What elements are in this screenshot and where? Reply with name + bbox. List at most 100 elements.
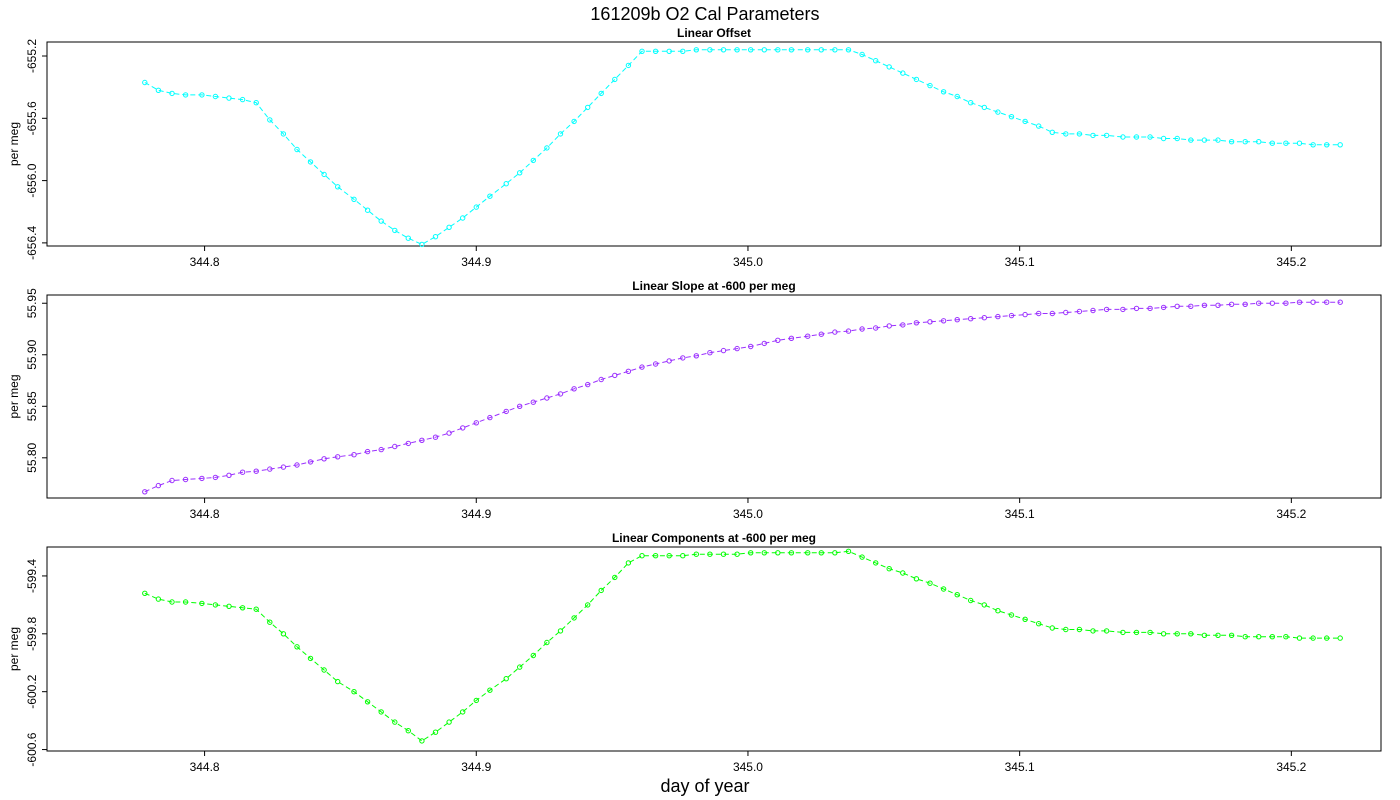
y-tick-label: 55.85 — [25, 391, 39, 421]
data-point — [927, 319, 933, 325]
data-point — [1256, 139, 1262, 145]
data-point — [1076, 308, 1083, 315]
data-point — [557, 131, 564, 137]
data-point — [226, 603, 232, 609]
data-point — [307, 159, 314, 165]
data-point — [873, 58, 879, 64]
plot-frame — [46, 41, 1382, 247]
panel-3: Linear Components at -600 per meg per meg… — [7, 531, 1382, 774]
data-point — [1174, 303, 1180, 309]
data-point — [805, 550, 811, 556]
data-point — [639, 364, 645, 370]
data-point — [1256, 300, 1262, 306]
data-point — [1090, 132, 1096, 139]
data-point — [182, 476, 189, 483]
panel-2: Linear Slope at -600 per meg per meg 344.8… — [7, 279, 1382, 521]
data-point — [775, 550, 781, 556]
data-point — [1022, 311, 1028, 318]
data-point — [707, 350, 713, 356]
data-point — [1103, 306, 1110, 313]
data-point — [1188, 631, 1194, 637]
data-point — [335, 454, 341, 460]
data-point — [280, 631, 287, 637]
data-point — [503, 181, 509, 187]
y-tick-label: -599.8 — [25, 616, 39, 650]
data-point — [612, 574, 618, 581]
data-point — [1120, 134, 1126, 140]
data-point — [707, 551, 713, 557]
x-tick-label: 345.2 — [1276, 507, 1306, 521]
data-point — [1283, 300, 1289, 306]
data-point — [968, 597, 974, 604]
data-point — [652, 553, 659, 559]
y-axis-label: per meg — [7, 374, 21, 418]
data-point — [1160, 135, 1167, 142]
data-point — [473, 420, 479, 426]
data-point — [142, 79, 148, 86]
data-point — [212, 602, 219, 608]
data-point — [913, 320, 920, 326]
data-point — [954, 317, 960, 323]
data-point — [625, 560, 632, 566]
data-point — [530, 399, 536, 405]
data-point — [544, 145, 550, 151]
data-point — [680, 48, 686, 54]
data-point — [1228, 139, 1235, 145]
data-point — [886, 323, 892, 329]
plot-frame — [46, 546, 1382, 752]
data-point — [571, 386, 577, 392]
data-point — [1337, 635, 1343, 641]
data-point — [1022, 616, 1028, 622]
data-point — [761, 47, 767, 53]
y-tick-label: 55.90 — [25, 339, 39, 369]
data-point — [1337, 142, 1343, 148]
series-line — [144, 49, 1341, 245]
data-point — [1242, 301, 1248, 307]
data-point — [1188, 303, 1194, 309]
data-point — [169, 90, 175, 97]
data-point — [446, 719, 452, 725]
data-point — [1103, 628, 1110, 634]
data-point — [280, 464, 287, 470]
data-point — [598, 587, 604, 594]
data-point — [432, 729, 439, 735]
data-point — [1296, 299, 1303, 305]
data-point — [805, 333, 811, 339]
data-point — [832, 47, 838, 53]
data-point — [460, 215, 466, 221]
data-point — [419, 241, 425, 248]
data-point — [530, 157, 536, 164]
data-point — [280, 131, 287, 137]
data-point — [487, 193, 493, 199]
data-point — [503, 676, 509, 682]
data-point — [239, 469, 246, 475]
data-point — [1324, 635, 1330, 641]
data-point — [212, 93, 219, 100]
data-point — [900, 322, 906, 328]
data-point — [954, 592, 960, 598]
data-point — [473, 204, 479, 210]
data-point — [693, 47, 699, 53]
data-point — [927, 82, 933, 89]
data-point — [639, 48, 645, 54]
data-point — [666, 48, 672, 54]
data-point — [571, 615, 577, 621]
data-point — [294, 644, 300, 650]
data-point — [571, 118, 577, 125]
data-point — [720, 347, 727, 354]
data-point — [364, 699, 371, 705]
data-point — [927, 580, 933, 586]
panel-title: Linear Components at -600 per meg — [612, 531, 816, 545]
x-tick-label: 344.9 — [461, 760, 491, 774]
data-point — [155, 596, 162, 602]
data-point — [1090, 307, 1096, 314]
data-point — [1036, 310, 1042, 317]
data-point — [981, 602, 987, 608]
data-point — [392, 719, 398, 725]
data-point — [473, 697, 479, 704]
data-point — [446, 430, 452, 436]
data-point — [845, 328, 852, 334]
data-point — [1310, 142, 1316, 148]
data-point — [625, 368, 632, 374]
